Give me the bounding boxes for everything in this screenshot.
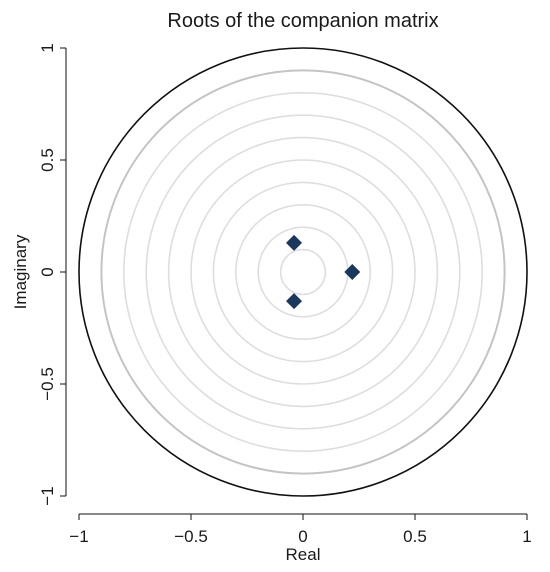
reference-circle	[235, 204, 371, 340]
y-tick-label: −1	[38, 486, 57, 505]
x-tick-label: 1	[522, 527, 531, 546]
y-tick-label: −0.5	[38, 367, 57, 401]
y-axis-label: Imaginary	[11, 234, 30, 309]
x-tick-label: −0.5	[174, 527, 208, 546]
y-axis-ticks: −1 −0.5 0 0.5 1	[38, 43, 66, 506]
root-point	[286, 234, 303, 251]
reference-circle	[257, 226, 349, 318]
x-axis-label: Real	[286, 545, 321, 564]
reference-circle	[212, 181, 394, 363]
reference-circle	[123, 92, 483, 452]
reference-circle	[167, 136, 439, 408]
root-point	[286, 293, 303, 310]
chart-title: Roots of the companion matrix	[167, 10, 438, 32]
y-tick-label: 1	[38, 43, 57, 52]
root-points	[286, 234, 361, 310]
x-tick-label: −1	[69, 527, 88, 546]
x-axis-ticks: −1 −0.5 0 0.5 1	[69, 514, 532, 546]
x-tick-label: 0	[298, 527, 307, 546]
reference-circles	[100, 69, 506, 475]
reference-circle	[145, 114, 461, 430]
y-tick-label: 0	[38, 267, 57, 276]
reference-circle	[190, 159, 416, 385]
x-tick-label: 0.5	[403, 527, 427, 546]
unit-circle	[78, 47, 528, 497]
reference-circle	[279, 248, 327, 296]
y-tick-label: 0.5	[38, 148, 57, 172]
reference-circle	[100, 69, 506, 475]
root-point	[344, 264, 361, 280]
